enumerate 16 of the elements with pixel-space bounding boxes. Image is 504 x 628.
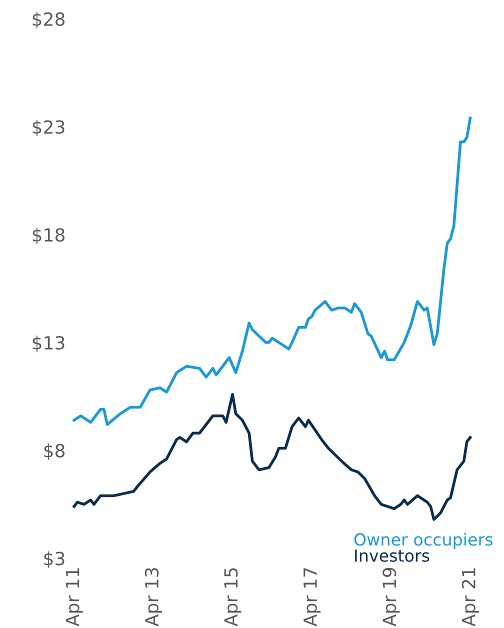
text: Owner occupiers: [354, 532, 492, 549]
y-tick-label: $23: [32, 120, 64, 136]
y-tick-label: $28: [32, 12, 65, 28]
x-tick-label: Apr 17: [304, 568, 321, 626]
x-tick-label: Apr 19: [382, 568, 400, 626]
x-tick-label: Apr 11: [66, 568, 83, 626]
x-tick-label: Apr 21: [462, 568, 479, 626]
y-tick-label: $8: [44, 444, 65, 460]
y-tick-label: $13: [32, 336, 64, 352]
y-tick-label: $3: [44, 551, 64, 568]
y-tick-label: $18: [32, 228, 65, 244]
series-label: Investors: [355, 549, 430, 562]
x-tick-label: Apr 13: [144, 568, 162, 626]
x-tick-label: Apr 15: [224, 568, 242, 626]
line-series: [72, 116, 472, 426]
line-series: [72, 392, 472, 521]
